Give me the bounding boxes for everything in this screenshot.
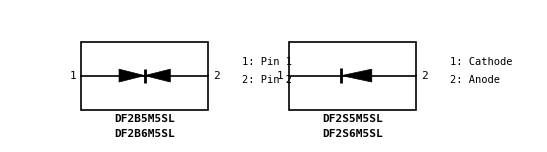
Bar: [289, 42, 416, 110]
Text: 2: 2: [421, 71, 428, 81]
Polygon shape: [119, 69, 144, 82]
Text: 1: Cathode
2: Anode: 1: Cathode 2: Anode: [450, 57, 513, 85]
Bar: [81, 42, 208, 110]
Text: 1: 1: [69, 71, 76, 81]
Polygon shape: [144, 69, 170, 82]
Polygon shape: [341, 69, 372, 82]
Text: 1: 1: [277, 71, 284, 81]
Text: DF2B5M5SL
DF2B6M5SL: DF2B5M5SL DF2B6M5SL: [114, 114, 175, 139]
Text: 2: 2: [213, 71, 220, 81]
Text: 1: Pin 1
2: Pin 2: 1: Pin 1 2: Pin 2: [242, 57, 292, 85]
Text: DF2S5M5SL
DF2S6M5SL: DF2S5M5SL DF2S6M5SL: [322, 114, 383, 139]
